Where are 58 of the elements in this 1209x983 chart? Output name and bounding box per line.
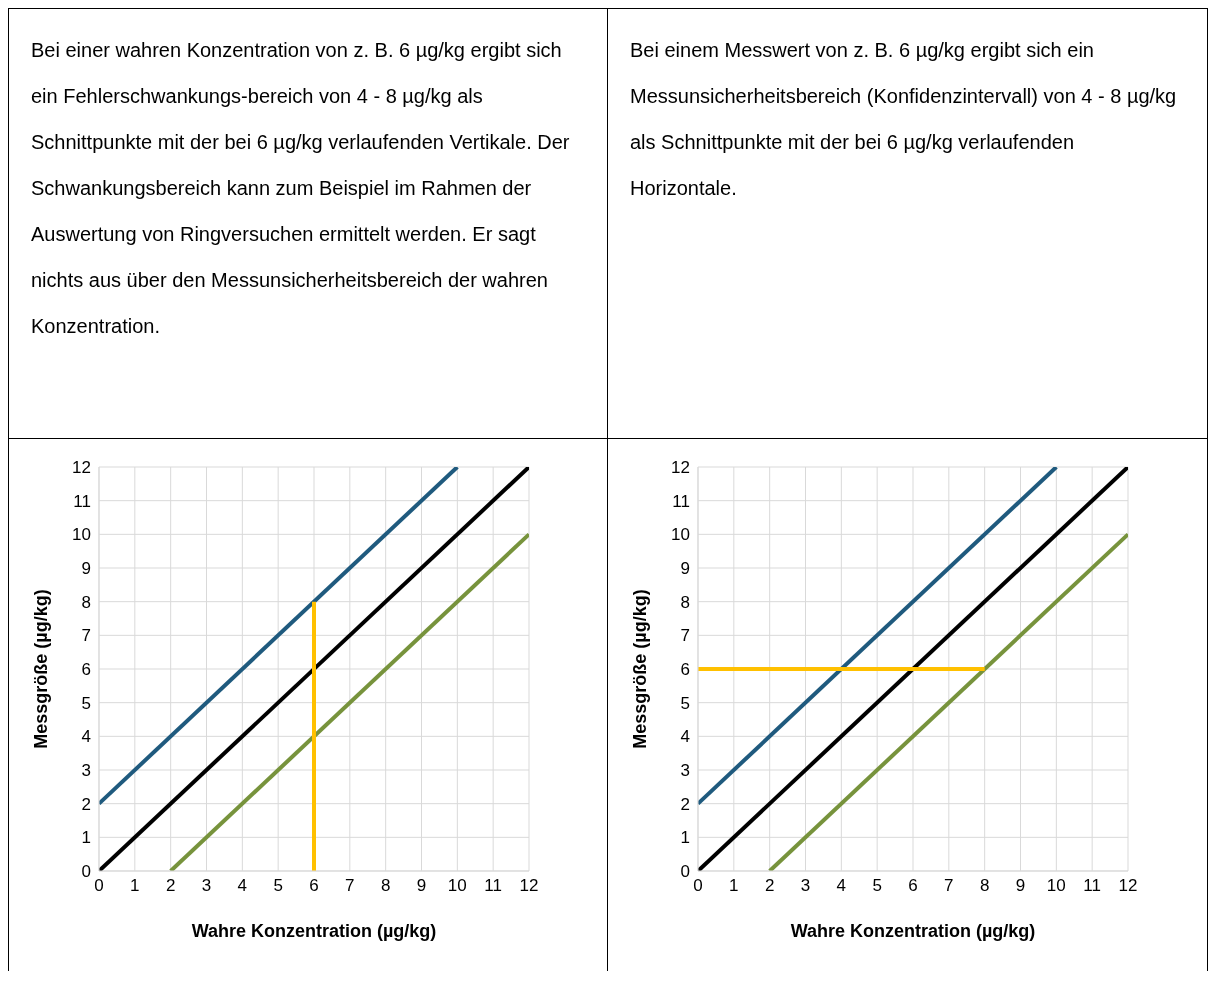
x-tick-label: 3: [800, 876, 811, 896]
text: Bei einer wahren Konzentration von z. B. 6 µg/kg ergibt sich ein Fehlerschwankungs-bereich von 4 - 8 µg/kg als Schnittpunkte mit der bei 6 µg/kg verlaufenden Vertikale. Der Schwankungsbereich kann zum Beispiel im Rahmen der Auswertung von Ringversuchen ermittelt werden. Er sagt nichts aus über den Messunsicherheitsbereich der wahren Konzentration.: [31, 39, 570, 337]
text: Bei einem Messwert von z. B. 6 µg/kg ergibt sich ein Messunsicherheitsbereich (Konfidenzintervall) von 4 - 8 µg/kg als Schnittpunkte mit der bei 6 µg/kg verlaufenden Horizontale.: [630, 39, 1177, 199]
x-tick-label: 2: [764, 876, 775, 896]
x-tick-label: 4: [237, 876, 248, 896]
y-tick-label: 8: [81, 592, 91, 612]
y-tick-label: 2: [81, 794, 91, 814]
y-tick-label: 4: [680, 727, 690, 747]
y-tick-label: 1: [81, 828, 91, 848]
x-tick-label: 9: [1015, 876, 1026, 896]
y-axis-title: Messgröße (µg/kg): [630, 589, 651, 749]
y-tick-label: 10: [671, 525, 690, 545]
y-tick-label: 9: [81, 559, 91, 579]
x-tick-label: 6: [309, 876, 319, 896]
x-tick-label: 8: [979, 876, 990, 896]
y-tick-label: 5: [81, 693, 91, 713]
y-tick-label: 3: [680, 761, 690, 781]
x-tick-label: 4: [836, 876, 847, 896]
x-tick-label: 1: [729, 876, 739, 896]
x-axis-title: Wahre Konzentration (µg/kg): [790, 921, 1036, 941]
x-tick-label: 10: [1046, 876, 1066, 896]
x-tick-label: 0: [693, 876, 703, 896]
x-tick-label: 9: [416, 876, 427, 896]
y-tick-label: 2: [680, 794, 690, 814]
x-tick-label: 11: [484, 876, 502, 896]
x-tick-label: 12: [1118, 876, 1138, 896]
y-tick-label: 11: [672, 491, 690, 511]
y-tick-label: 12: [72, 458, 91, 478]
x-tick-label: 1: [130, 876, 140, 896]
x-tick-label: 5: [872, 876, 882, 896]
y-tick-label: 8: [680, 592, 690, 612]
y-tick-label: 12: [671, 458, 690, 478]
x-tick-label: 11: [1083, 876, 1101, 896]
y-tick-label: 4: [81, 727, 91, 747]
y-tick-label: 9: [680, 559, 690, 579]
x-tick-label: 10: [447, 876, 467, 896]
y-tick-label: 0: [81, 862, 91, 882]
x-tick-label: 6: [908, 876, 918, 896]
x-tick-label: 0: [94, 876, 104, 896]
x-tick-label: 5: [273, 876, 283, 896]
y-tick-label: 11: [73, 491, 91, 511]
x-tick-label: 12: [519, 876, 539, 896]
y-tick-label: 10: [72, 525, 91, 545]
x-tick-label: 2: [165, 876, 176, 896]
y-tick-label: 7: [680, 626, 690, 646]
y-tick-label: 7: [81, 626, 91, 646]
x-tick-label: 3: [201, 876, 212, 896]
y-tick-label: 3: [81, 761, 91, 781]
y-tick-label: 1: [680, 828, 690, 848]
x-tick-label: 8: [380, 876, 391, 896]
y-tick-label: 6: [81, 660, 91, 680]
x-axis-title: Wahre Konzentration (µg/kg): [191, 921, 437, 941]
x-tick-label: 7: [944, 876, 954, 896]
y-tick-label: 0: [680, 862, 690, 882]
y-tick-label: 6: [680, 660, 690, 680]
y-axis-title: Messgröße (µg/kg): [31, 589, 52, 749]
x-tick-label: 7: [345, 876, 355, 896]
y-tick-label: 5: [680, 693, 690, 713]
